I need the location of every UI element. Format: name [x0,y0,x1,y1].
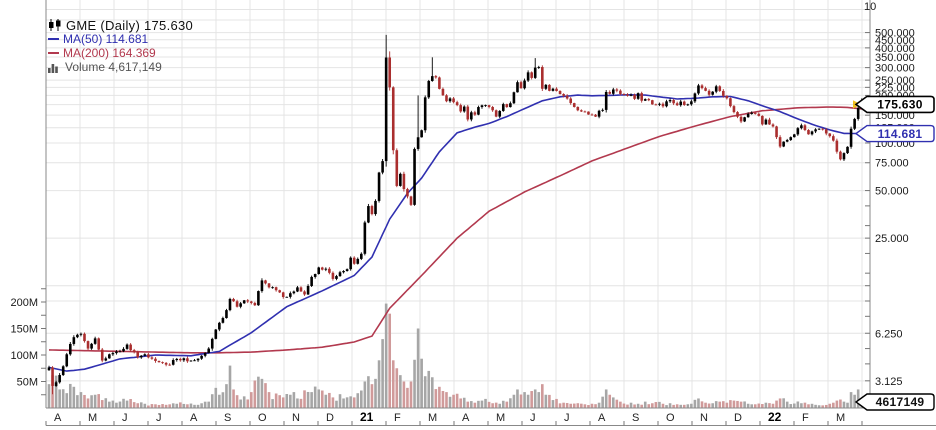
legend-ma50-row: MA(50) 114.681 [48,32,193,46]
price-axis-label: 350.000 [875,52,915,64]
volume-tag: 4617149 [854,393,935,411]
month-axis-label: A [598,412,606,424]
price-axis-label: 25.000 [875,233,909,245]
legend-ma50-label: MA(50) 114.681 [63,32,149,46]
month-axis-label: J [156,412,162,424]
price-axis-label: 75.000 [875,158,909,170]
candlestick-icon [49,19,61,31]
price-axis-label: 3.125 [875,376,903,388]
month-axis-label: J [122,412,128,424]
month-labels: A M J J A S O N D 21 F M A M J J A S O N D 22 F M [54,410,845,424]
month-axis-label: D [734,412,742,424]
price-tags: 175.630 114.681 4617149 [853,95,935,411]
ma50-tag-value: 114.681 [878,127,923,141]
last-price-tag-box [854,95,935,114]
volume-axis-label: 50M [17,377,38,389]
month-axis-label: J [530,412,536,424]
legend-volume-row: Volume 4,617,149 [48,60,193,74]
month-axis-label: M [496,412,505,424]
volume-tag-value: 4617149 [876,395,925,409]
volume-axis-label: 200M [10,297,38,309]
month-axis-label: 21 [360,410,374,424]
right-price-labels: 500.000450.000400.000350.000300.000250.0… [875,28,915,388]
price-axis-label: 500.000 [875,28,915,40]
month-axis-label: M [428,412,437,424]
month-axis-label: S [224,412,231,424]
month-axis-label: A [54,412,62,424]
volume-bars-layer [47,303,864,408]
legend-symbol-row: GME (Daily) 175.630 [48,17,194,33]
ma50-tag-box [854,124,935,143]
ma200-line [48,106,862,354]
last-price-tag: 175.630 [853,95,935,114]
month-axis-label: F [802,412,809,424]
month-axis-label: D [326,412,334,424]
month-axis-label: N [292,412,300,424]
price-axis-label: 6.250 [875,328,903,340]
axis-ticks [41,32,870,426]
month-axis-label: O [666,412,675,424]
month-axis-label: 22 [768,410,782,424]
month-axis-label: S [632,412,639,424]
last-price-tag-value: 175.630 [877,98,923,112]
chart-legend: GME (Daily) 175.630 MA(50) 114.681 MA(20… [48,18,193,74]
month-axis-label: M [836,412,845,424]
clipped-upper-pane-label: 10 [864,1,876,13]
chart-plot-layers: 500.000450.000400.000350.000300.000250.0… [10,0,936,426]
month-axis-label: M [88,412,97,424]
price-axis-label: 450.000 [875,35,915,47]
month-axis-label: F [394,412,401,424]
month-axis-label: O [258,412,267,424]
volume-axis-label: 150M [10,324,38,336]
legend-ma200-label: MA(200) 164.369 [63,46,156,60]
price-axis-label: 50.000 [875,186,909,198]
volume-axis-label: 100M [10,350,38,362]
month-axis-label: N [700,412,708,424]
ma50-line [48,94,862,372]
price-axis-label: 300.000 [875,63,915,75]
month-axis-label: A [462,412,470,424]
volume-tag-box [854,393,935,411]
price-axis-label: 250.000 [875,75,915,87]
price-axis-label: 400.000 [875,43,915,55]
month-axis-label: J [564,412,570,424]
candles-layer [47,34,864,395]
ma50-line-swatch [48,38,59,40]
legend-volume-label: Volume 4,617,149 [65,60,162,74]
legend-ma200-row: MA(200) 164.369 [48,46,193,60]
ma50-tag: 114.681 [854,124,935,143]
price-axis-label: 225.000 [875,82,915,94]
ma200-line-swatch [48,52,59,54]
left-volume-labels: 200M 150M 100M 50M [10,297,38,389]
volume-bars-icon [48,63,58,73]
legend-symbol-label: GME (Daily) 175.630 [66,17,194,33]
month-axis-label: A [190,412,198,424]
